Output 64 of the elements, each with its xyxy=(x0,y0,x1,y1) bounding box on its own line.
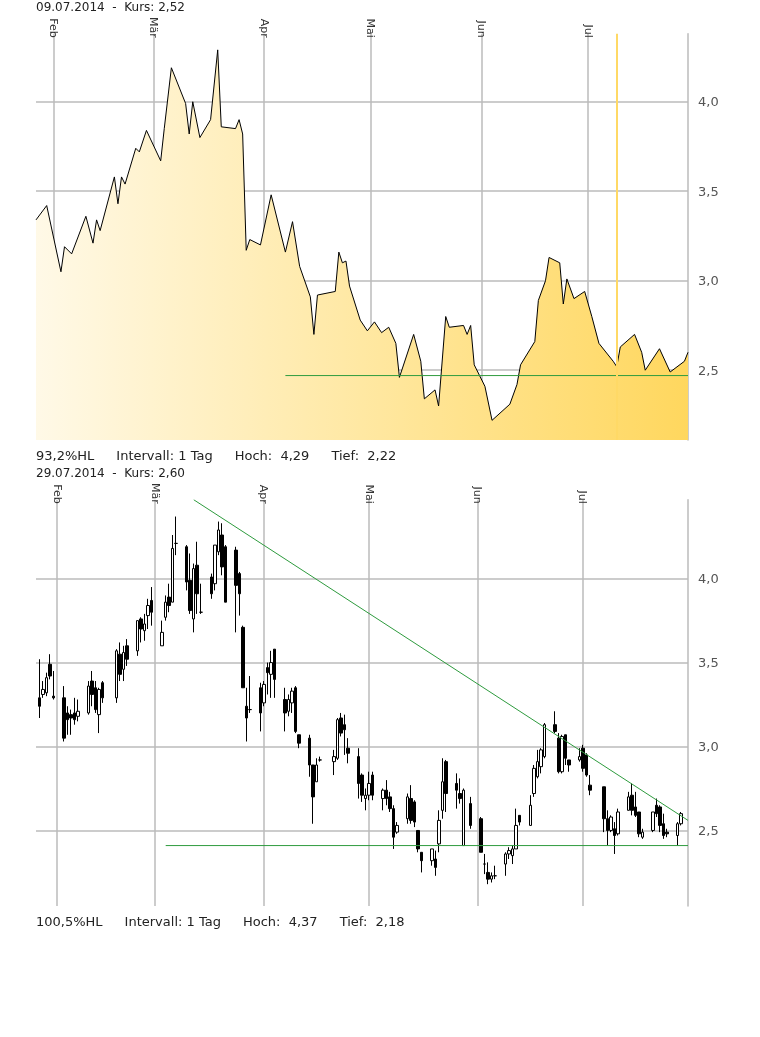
candlestick xyxy=(38,658,41,719)
candlestick xyxy=(357,747,360,800)
text: Intervall: 1 Tag xyxy=(124,914,221,929)
candlestick xyxy=(150,586,153,627)
x-tick-label: Mär xyxy=(148,482,162,505)
candlestick xyxy=(269,650,273,699)
y-tick-label: 3,5 xyxy=(698,183,719,199)
x-tick-label: Feb xyxy=(50,484,64,504)
x-tick-label: Mai xyxy=(364,18,378,38)
candlestick xyxy=(434,850,437,877)
candlestick xyxy=(371,771,374,801)
candlestick xyxy=(455,772,458,810)
candlestick xyxy=(504,851,507,877)
candlestick xyxy=(409,784,413,825)
candlestick xyxy=(136,620,139,657)
chart-title: 09.07.2014 - Kurs: 2,52 xyxy=(36,0,185,14)
y-tick-label: 4,0 xyxy=(698,571,719,587)
x-tick-label: Apr xyxy=(257,484,271,505)
x-tick-label: Jul xyxy=(581,23,595,38)
candlestick xyxy=(441,757,444,820)
y-tick-label: 4,0 xyxy=(698,94,719,110)
candlestick xyxy=(273,648,276,699)
candlestick xyxy=(259,682,262,732)
candlestick xyxy=(76,699,80,722)
y-tick-label: 2,5 xyxy=(698,362,719,378)
text: Hoch: 4,37 xyxy=(242,914,318,929)
candlestick xyxy=(437,809,441,853)
text: Intervall: 1 Tag xyxy=(116,448,213,463)
candlestick xyxy=(62,685,66,742)
x-tick-label: Mai xyxy=(362,484,376,504)
candlestick xyxy=(297,734,301,749)
candlestick xyxy=(560,734,564,774)
candlestick xyxy=(630,782,634,816)
y-tick-label: 2,5 xyxy=(698,822,719,838)
candlestick xyxy=(160,620,164,647)
y-tick-label: 3,0 xyxy=(698,273,719,289)
x-tick-label: Feb xyxy=(47,18,61,38)
y-tick-label: 3,5 xyxy=(698,655,719,671)
x-tick-label: Jun xyxy=(471,485,485,504)
candlestick xyxy=(283,687,287,732)
text: 100,5%HL xyxy=(36,914,103,929)
candlestick xyxy=(518,814,521,826)
candlestick xyxy=(469,796,472,830)
x-tick-label: Apr xyxy=(257,18,271,39)
candlestick xyxy=(416,829,420,853)
x-tick-label: Mär xyxy=(147,16,161,39)
x-tick-label: Jun xyxy=(474,19,488,38)
text: Tief: 2,18 xyxy=(339,914,405,929)
candlestick xyxy=(557,732,560,774)
candlestick xyxy=(493,865,497,880)
text: 93,2%HL xyxy=(36,448,95,463)
x-tick-label: Jul xyxy=(576,489,590,504)
chart-title: 29.07.2014 - Kurs: 2,60 xyxy=(36,466,185,480)
candlestick xyxy=(553,710,557,734)
candlestick xyxy=(234,546,238,633)
text: Hoch: 4,29 xyxy=(234,448,310,463)
candlestick xyxy=(529,794,532,826)
y-tick-label: 3,0 xyxy=(698,739,719,755)
candlestick xyxy=(420,851,423,873)
candlestick xyxy=(479,816,483,853)
candlestick xyxy=(241,625,245,689)
candlestick xyxy=(581,744,585,773)
candlestick xyxy=(294,685,297,734)
text: Tief: 2,22 xyxy=(331,448,397,463)
